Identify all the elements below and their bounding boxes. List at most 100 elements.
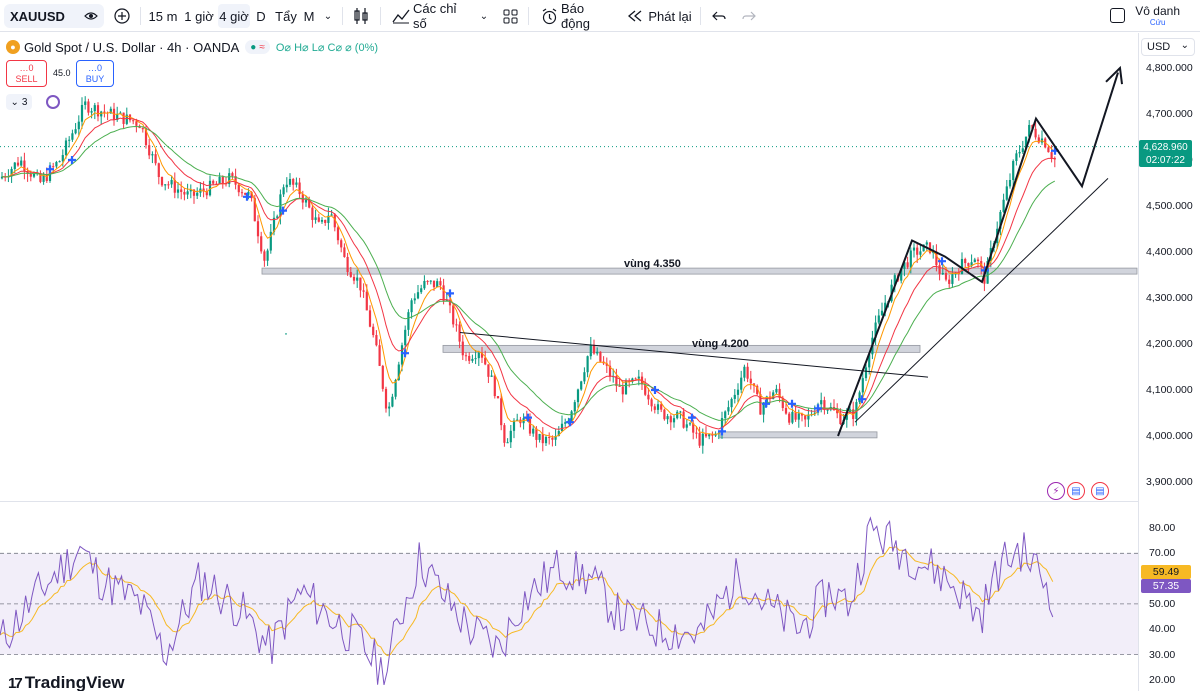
undo-icon[interactable] [708,4,730,28]
candle-body [740,377,743,390]
timeframe-m[interactable]: M [303,8,315,24]
currency-selector[interactable]: USD ⌄ [1141,38,1195,56]
eye-icon[interactable] [84,9,98,26]
chart-title[interactable]: Gold Spot / U.S. Dollar · 4h · OANDA [24,39,240,55]
rsi-pane-canvas[interactable] [0,502,1139,691]
candle-body [109,108,112,114]
candle-body [903,262,906,269]
timeframe-15m[interactable]: 15 m [148,8,178,24]
candle-body [944,273,948,280]
candle-body [58,161,61,163]
candle-body [919,251,922,255]
layout-grid-icon[interactable] [500,4,520,28]
market-status-pill[interactable]: ● ≈ [245,40,270,54]
lightning-event-icon[interactable]: ⚡ [1047,482,1065,500]
tradingview-logo[interactable]: 17 TradingView [8,673,125,691]
buy-signal-marker [243,192,251,201]
candle-body [893,275,896,285]
buy-price: …0 [87,62,102,73]
candle-body [346,256,349,273]
candle-body [196,192,199,196]
price-chart-canvas[interactable] [0,33,1139,501]
redo-icon[interactable] [738,4,760,28]
indicators-button[interactable]: Các chỉ số [413,1,457,31]
us-flag-event-icon-2[interactable]: ▤ [1091,482,1109,500]
rsi-tick-label: 70.00 [1149,547,1176,560]
candle-body [295,182,298,185]
checkbox-icon[interactable] [1110,8,1125,23]
rsi-ma-line [0,546,1054,657]
candle-body [487,364,490,377]
candle-body [1028,124,1031,137]
candle-body [1024,136,1028,149]
candle-body [362,290,365,292]
candle-body [356,277,359,281]
user-menu[interactable]: Vô danh Cứu [1135,4,1180,28]
sell-button[interactable]: …0 SELL [6,60,47,87]
zone-4000 [719,431,878,439]
candle-body [746,366,749,379]
candle-body [103,111,106,113]
alerts-button[interactable]: Báo động [561,1,590,31]
alarm-clock-icon[interactable] [538,4,560,28]
candle-body [544,437,548,444]
candle-body [151,154,154,156]
candle-body [237,184,240,193]
chevron-down-icon[interactable]: ⌄ [479,10,489,22]
replay-icon[interactable] [624,4,646,28]
timeframe-1h[interactable]: 1 giờ [184,8,214,24]
candle-body [528,418,532,434]
us-flag-event-icon[interactable]: ▤ [1067,482,1085,500]
sync-icon[interactable] [46,95,60,109]
symbol-search[interactable]: XAUUSD [4,4,104,28]
candle-body [218,176,221,185]
replay-button[interactable]: Phát lại [648,8,692,24]
timeframe-4h[interactable]: 4 giờ [218,4,250,28]
candle-body [327,215,330,223]
price-tick-label: 4,200.000 [1146,338,1193,350]
candle-body [304,199,308,203]
candle-body [551,437,554,440]
chevron-down-icon[interactable]: ⌄ [323,10,333,22]
candle-body [656,404,660,410]
candle-body [820,400,823,405]
buy-button[interactable]: …0 BUY [76,60,114,87]
rsi-ma-value-tag: 57.35 [1141,579,1191,593]
timeframe-w[interactable]: Tẩy [275,8,297,24]
candle-body [167,184,170,186]
candle-body [68,139,71,141]
candle-body [951,274,954,284]
candle-body [61,155,64,162]
candle-body [660,404,663,410]
bar-countdown: 02:07:22 [1146,155,1185,166]
candle-body [250,191,253,199]
timeframe-d[interactable]: D [256,8,266,24]
candle-body [340,240,343,248]
candle-body [589,344,592,357]
candle-body [77,121,80,130]
candle-body [1037,137,1040,143]
pane-separator[interactable] [0,501,1139,502]
candle-body [685,424,688,428]
candle-body [464,355,468,357]
candle-body [260,236,263,252]
candle-body [948,279,951,284]
indicators-collapse-button[interactable]: ⌄ 3 [6,94,32,110]
indicators-icon[interactable] [390,4,412,28]
candlestick-icon[interactable] [350,4,372,28]
add-symbol-button[interactable] [112,4,132,28]
candle-body [378,345,381,366]
ohlc-values: O⌀ H⌀ L⌀ C⌀ ⌀ (0%) [275,41,379,54]
candle-body [941,273,944,275]
chevron-down-icon: ⌄ [1180,40,1189,51]
candle-body [762,404,765,415]
buy-signal-marker [566,418,574,427]
candle-body [45,175,48,181]
ema-mid-line [1,117,1055,430]
candle-body [644,384,647,395]
candle-body [503,425,506,443]
candle-body [39,173,42,182]
candle-body [960,258,964,275]
candle-body [0,176,4,179]
candle-body [672,418,676,423]
